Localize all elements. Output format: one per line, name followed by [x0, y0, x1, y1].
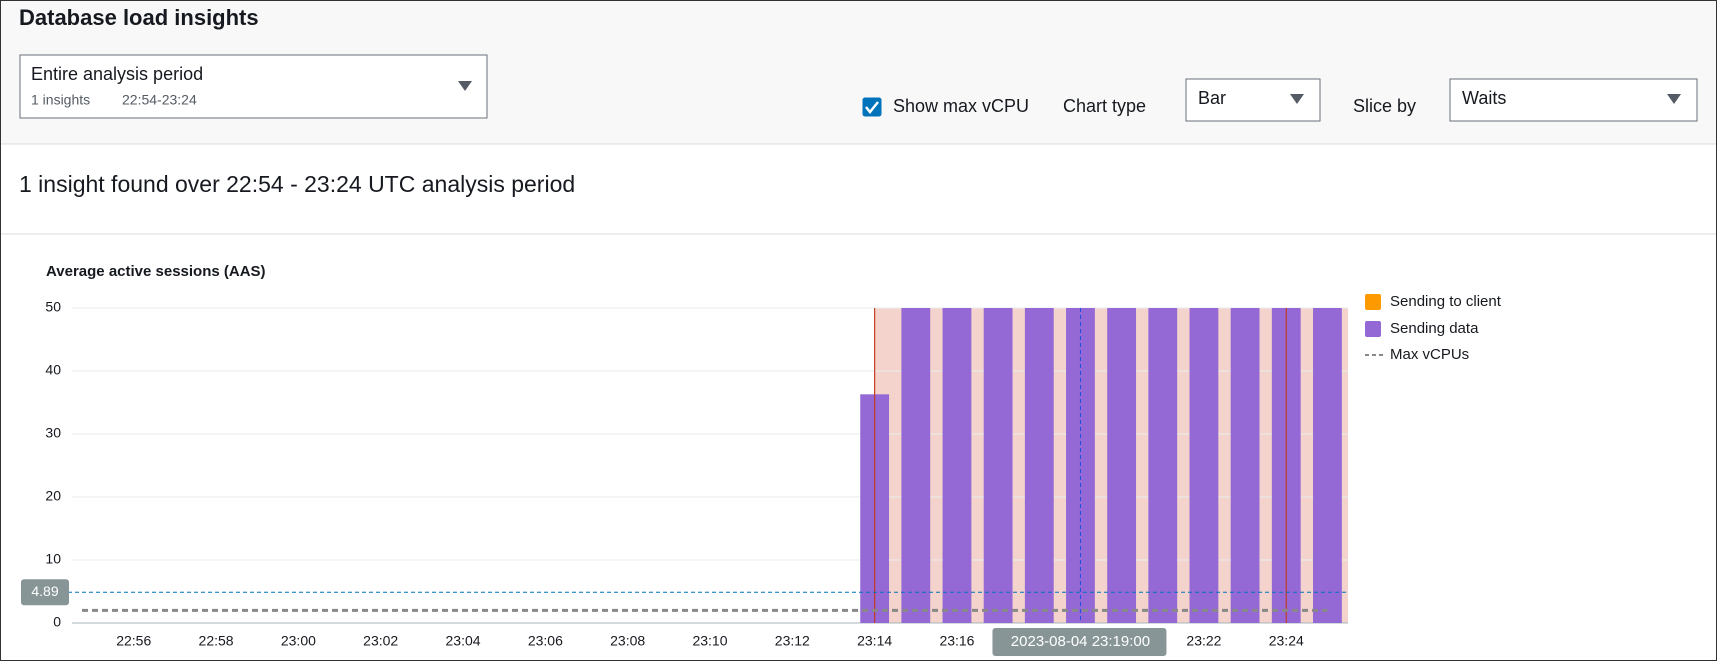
x-tick-label: 23:24 [1269, 633, 1304, 649]
y-tick-label: 30 [45, 425, 61, 441]
dropdown-sub: 22:54-23:24 [122, 92, 197, 108]
legend-swatch [1365, 294, 1381, 310]
x-tick-label: 23:06 [528, 633, 563, 649]
period-selector[interactable]: Entire analysis period 1 insights 22:54-… [19, 54, 488, 119]
hover-y-label: 4.89 [31, 583, 58, 599]
dropdown-title: Entire analysis period [31, 64, 203, 84]
legend-swatch [1365, 321, 1381, 337]
x-tick-label: 23:02 [363, 633, 398, 649]
x-tick-label: 23:00 [281, 633, 316, 649]
checkmark [865, 101, 879, 115]
summary: 1 insight found over 22:54 - 23:24 UTC a… [19, 171, 575, 197]
bar-segment [1230, 308, 1260, 623]
x-tick-label: 23:08 [610, 633, 645, 649]
caret [1667, 94, 1681, 104]
bar-segment [901, 308, 931, 623]
dropdown-box[interactable] [19, 54, 488, 119]
y-tick-label: 50 [45, 299, 61, 315]
chart-type-select[interactable]: Bar [1185, 78, 1321, 122]
page-title: Database load insights [19, 5, 259, 30]
control-label: Slice by [1353, 96, 1416, 116]
x-tick-label: 23:14 [857, 633, 892, 649]
y-tick-label: 20 [45, 488, 61, 504]
legend-label: Max vCPUs [1390, 346, 1469, 363]
x-tick-label: 23:16 [939, 633, 974, 649]
dropdown-value: Waits [1462, 88, 1506, 108]
hover-y-badge [21, 579, 69, 606]
bar-segment [942, 308, 972, 623]
y-tick-label: 40 [45, 362, 61, 378]
dropdown-sub: 1 insights [31, 92, 90, 108]
bar-segment [1189, 308, 1219, 623]
hover-x-badge [992, 628, 1167, 656]
x-tick-label: 23:10 [692, 633, 727, 649]
checkbox[interactable] [862, 97, 882, 117]
legend-label: Sending to client [1390, 293, 1502, 310]
hover-x-label: 2023-08-04 23:19:00 [1011, 633, 1150, 650]
legend-label: Sending data [1390, 320, 1479, 337]
dropdown-box[interactable] [1449, 78, 1698, 122]
bar-segment [983, 308, 1013, 623]
caret [458, 81, 472, 91]
bar-segment [1148, 308, 1178, 623]
bar-segment [1024, 308, 1054, 623]
chart: 0 10 20 30 40 50 22:56 22:58 23:00 23:02 23:04 23:0… [21, 293, 1502, 656]
control-label: Chart type [1063, 96, 1146, 116]
x-tick-label: 23:12 [775, 633, 810, 649]
x-tick-label: 22:58 [199, 633, 234, 649]
checkbox-label: Show max vCPU [893, 96, 1029, 116]
bar-segment [1313, 308, 1342, 623]
dropdown-value: Bar [1198, 88, 1226, 108]
y-tick-label: 0 [53, 614, 61, 630]
x-tick-label: 23:22 [1186, 633, 1221, 649]
slice-by-select[interactable]: Waits [1449, 78, 1698, 122]
bar-segment [1107, 308, 1137, 623]
x-tick-label: 22:56 [116, 633, 151, 649]
x-tick-label: 23:04 [446, 633, 481, 649]
y-axis-title: Average active sessions (AAS) [46, 263, 266, 280]
caret [1290, 94, 1304, 104]
y-tick-label: 10 [45, 551, 61, 567]
